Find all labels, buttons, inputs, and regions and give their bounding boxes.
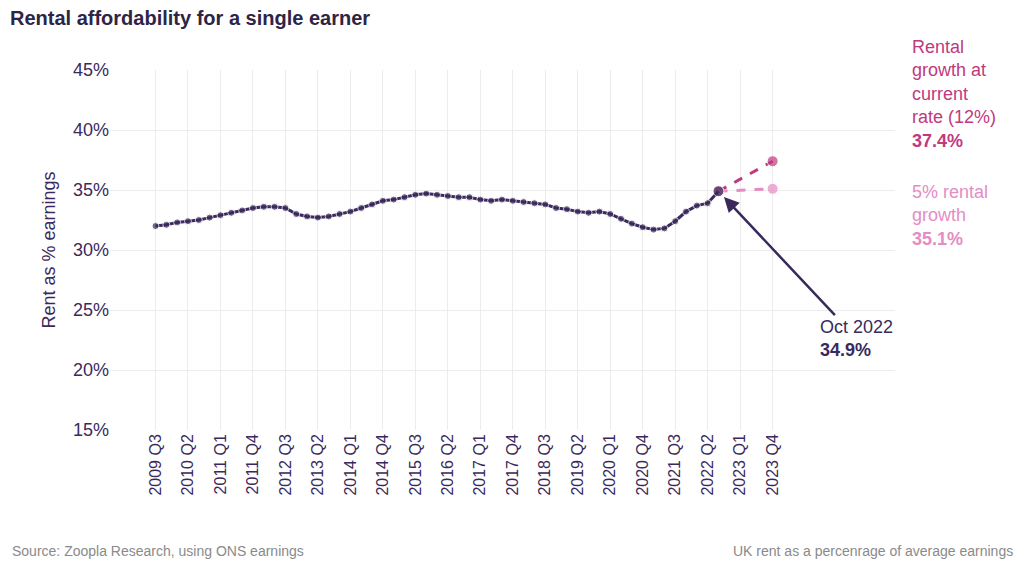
- svg-text:2011 Q1: 2011 Q1: [212, 434, 229, 494]
- svg-text:2020 Q4: 2020 Q4: [634, 434, 651, 495]
- svg-text:2023 Q1: 2023 Q1: [731, 434, 748, 495]
- svg-text:Oct 202234.9%: Oct 202234.9%: [820, 317, 893, 360]
- svg-text:2014 Q1: 2014 Q1: [342, 434, 359, 495]
- svg-text:2021 Q3: 2021 Q3: [666, 434, 683, 495]
- svg-text:30%: 30%: [73, 240, 109, 260]
- svg-text:2017 Q4: 2017 Q4: [504, 434, 521, 495]
- svg-text:2015 Q3: 2015 Q3: [407, 434, 424, 495]
- svg-text:5% rentalgrowth35.1%: 5% rentalgrowth35.1%: [912, 182, 988, 249]
- svg-text:Source: Zoopla Research, using: Source: Zoopla Research, using ONS earni…: [12, 543, 304, 559]
- svg-text:2022 Q2: 2022 Q2: [699, 434, 716, 495]
- svg-text:2013 Q2: 2013 Q2: [309, 434, 326, 495]
- svg-text:2020 Q1: 2020 Q1: [601, 434, 618, 495]
- svg-text:20%: 20%: [73, 360, 109, 380]
- svg-text:2009 Q3: 2009 Q3: [147, 434, 164, 495]
- svg-text:35%: 35%: [73, 180, 109, 200]
- svg-text:2016 Q2: 2016 Q2: [439, 434, 456, 495]
- svg-text:2012 Q3: 2012 Q3: [277, 434, 294, 495]
- svg-text:2019 Q2: 2019 Q2: [569, 434, 586, 495]
- svg-text:25%: 25%: [73, 300, 109, 320]
- svg-text:15%: 15%: [73, 420, 109, 440]
- svg-text:UK rent as a percenrage of ave: UK rent as a percenrage of average earni…: [733, 543, 1013, 559]
- svg-text:2011 Q4: 2011 Q4: [244, 434, 261, 494]
- svg-text:2010 Q2: 2010 Q2: [179, 434, 196, 495]
- svg-text:40%: 40%: [73, 120, 109, 140]
- svg-text:Rentalgrowth atcurrentrate (12: Rentalgrowth atcurrentrate (12%)37.4%: [912, 37, 996, 151]
- svg-text:Rental affordability for a sin: Rental affordability for a single earner: [10, 7, 370, 29]
- svg-text:2014 Q4: 2014 Q4: [374, 434, 391, 495]
- svg-text:2018 Q3: 2018 Q3: [536, 434, 553, 495]
- svg-text:45%: 45%: [73, 60, 109, 80]
- svg-text:Rent as % earnings: Rent as % earnings: [39, 171, 59, 328]
- svg-text:2023 Q4: 2023 Q4: [764, 434, 781, 495]
- svg-text:2017 Q1: 2017 Q1: [472, 434, 489, 495]
